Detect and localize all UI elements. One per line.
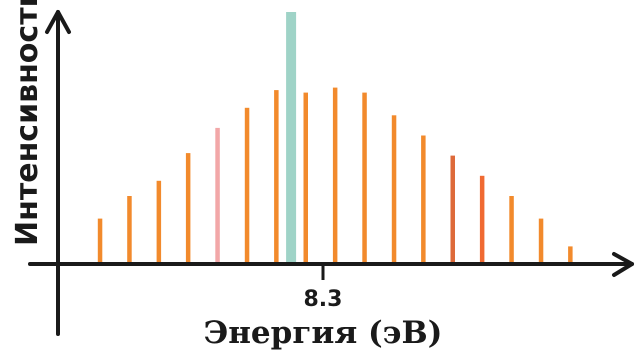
y-axis-arrow <box>45 10 71 34</box>
bar-6 <box>244 107 250 264</box>
bar-11 <box>362 92 367 264</box>
bar-16 <box>509 196 514 264</box>
bar-17 <box>538 218 544 264</box>
x-tick-label: 8.3 <box>304 287 343 312</box>
bar-18 <box>568 246 573 264</box>
bar-2 <box>127 196 132 264</box>
bar-15 <box>479 175 485 264</box>
bar-7 <box>274 90 279 264</box>
bar-9 <box>303 92 308 264</box>
bar-3 <box>156 180 162 264</box>
x-axis-label: Энергия (эВ) <box>204 315 443 351</box>
bar-8 <box>286 12 297 264</box>
bar-5 <box>215 127 220 265</box>
bar-14 <box>450 155 455 264</box>
bar-12 <box>391 115 397 264</box>
x-axis-arrow <box>612 252 634 277</box>
y-axis-label: Интенсивность <box>10 0 45 246</box>
bar-13 <box>421 135 426 264</box>
bar-4 <box>185 153 191 264</box>
bar-10 <box>332 87 338 264</box>
bars-group <box>97 12 573 265</box>
bar-1 <box>97 218 103 264</box>
